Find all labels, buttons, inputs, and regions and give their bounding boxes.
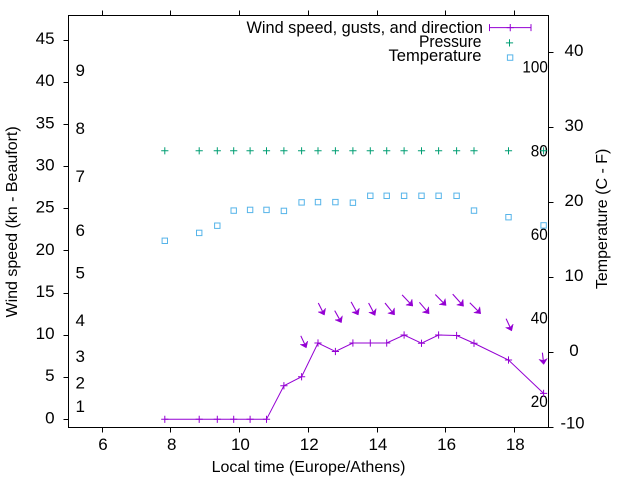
svg-text:20: 20 bbox=[565, 191, 584, 210]
svg-text:Temperature: Temperature bbox=[389, 46, 482, 65]
svg-text:0: 0 bbox=[569, 341, 578, 360]
svg-text:100: 100 bbox=[522, 58, 547, 77]
svg-text:Local time (Europe/Athens): Local time (Europe/Athens) bbox=[212, 459, 406, 476]
svg-text:30: 30 bbox=[565, 116, 584, 135]
svg-text:9: 9 bbox=[76, 61, 85, 80]
svg-text:3: 3 bbox=[76, 347, 85, 366]
svg-text:80: 80 bbox=[531, 142, 548, 161]
svg-text:4: 4 bbox=[76, 311, 85, 330]
svg-text:20: 20 bbox=[531, 392, 548, 411]
svg-text:7: 7 bbox=[76, 167, 85, 186]
svg-text:15: 15 bbox=[36, 282, 55, 301]
svg-text:16: 16 bbox=[437, 435, 456, 454]
svg-text:8: 8 bbox=[167, 435, 176, 454]
svg-text:14: 14 bbox=[368, 435, 387, 454]
svg-text:8: 8 bbox=[76, 119, 85, 138]
svg-text:40: 40 bbox=[531, 309, 548, 328]
svg-text:6: 6 bbox=[76, 221, 85, 240]
svg-text:40: 40 bbox=[565, 41, 584, 60]
svg-text:Temperature (C - F): Temperature (C - F) bbox=[594, 149, 611, 289]
svg-text:45: 45 bbox=[36, 29, 55, 48]
svg-text:5: 5 bbox=[45, 366, 54, 385]
svg-text:20: 20 bbox=[36, 240, 55, 259]
svg-text:1: 1 bbox=[76, 397, 85, 416]
svg-text:10: 10 bbox=[231, 435, 250, 454]
svg-text:10: 10 bbox=[565, 266, 584, 285]
svg-text:Pressure: Pressure bbox=[419, 32, 482, 51]
svg-text:30: 30 bbox=[36, 156, 55, 175]
svg-text:18: 18 bbox=[506, 435, 525, 454]
svg-text:25: 25 bbox=[36, 198, 55, 217]
svg-text:40: 40 bbox=[36, 71, 55, 90]
svg-text:2: 2 bbox=[76, 374, 85, 393]
svg-text:60: 60 bbox=[531, 225, 548, 244]
svg-text:Wind speed, gusts, and directi: Wind speed, gusts, and direction bbox=[247, 18, 484, 37]
svg-text:0: 0 bbox=[45, 408, 54, 427]
svg-text:6: 6 bbox=[98, 435, 107, 454]
svg-text:12: 12 bbox=[300, 435, 319, 454]
svg-text:35: 35 bbox=[36, 113, 55, 132]
svg-text:-10: -10 bbox=[561, 414, 585, 433]
svg-text:5: 5 bbox=[76, 264, 85, 283]
svg-text:Wind speed (kn - Beaufort): Wind speed (kn - Beaufort) bbox=[4, 126, 21, 317]
svg-text:10: 10 bbox=[36, 324, 55, 343]
